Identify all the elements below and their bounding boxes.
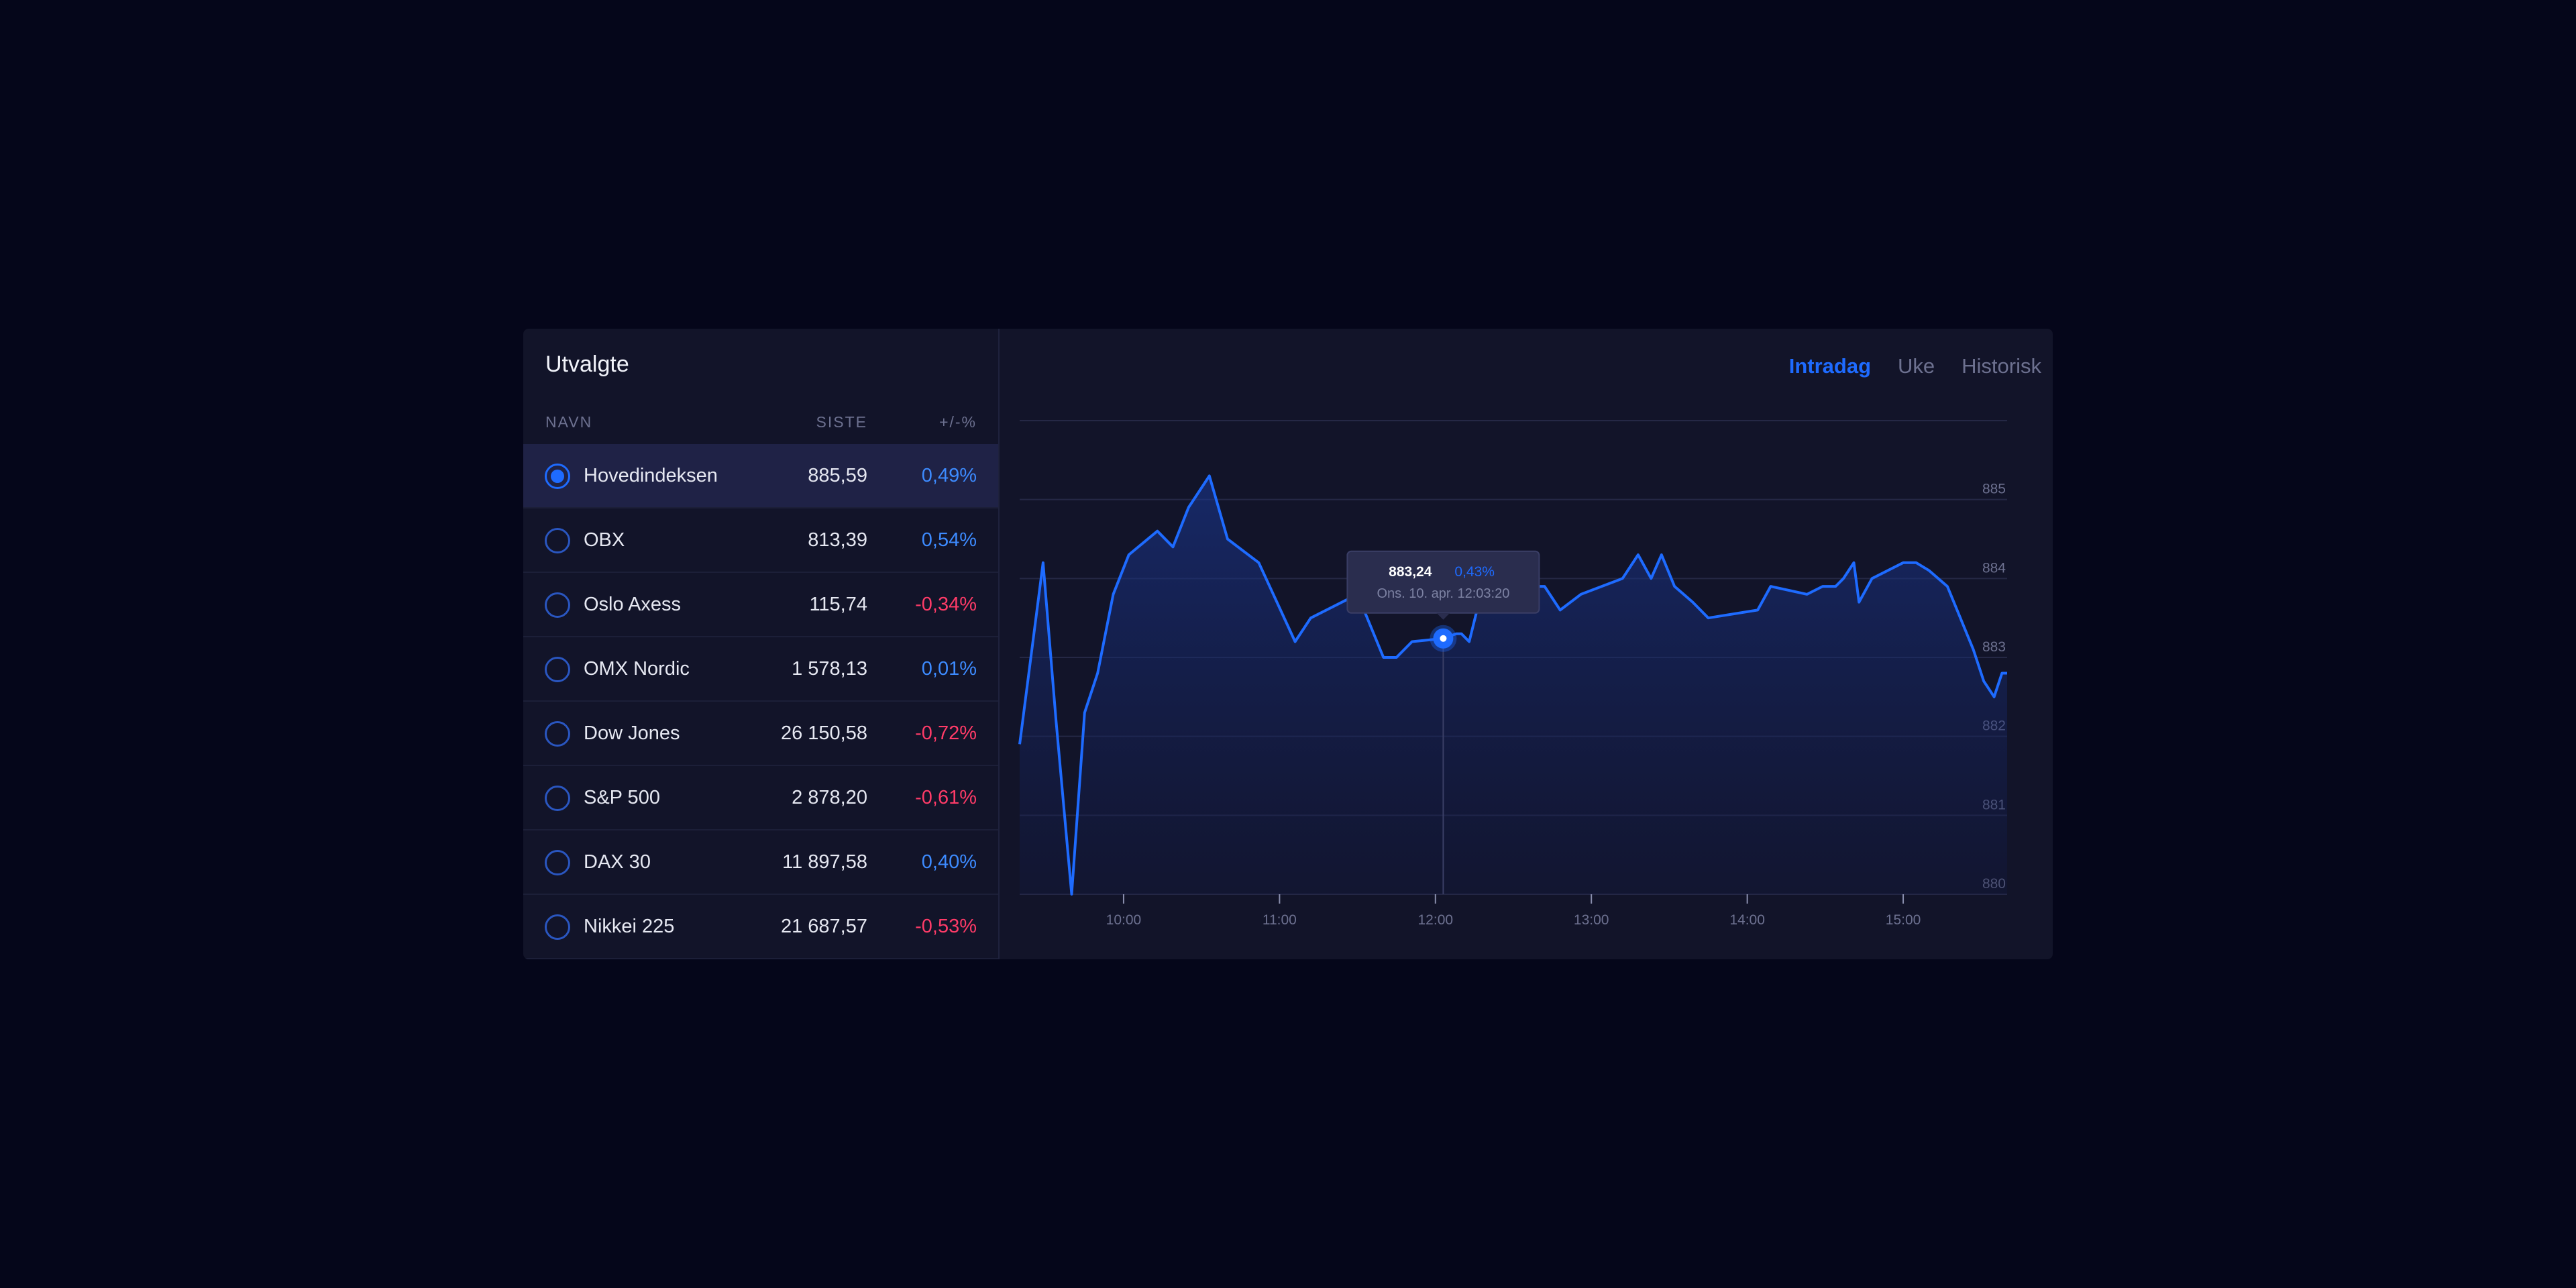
column-header-last: SISTE: [816, 413, 867, 431]
tab-historisk[interactable]: Historisk: [1962, 354, 2041, 378]
watchlist-title: Utvalgte: [545, 352, 629, 377]
row-name: Oslo Axess: [584, 594, 682, 615]
radio-button[interactable]: [545, 657, 570, 682]
row-last: 11 897,58: [782, 851, 867, 873]
row-change: 0,01%: [921, 658, 977, 680]
row-name: OBX: [584, 529, 625, 551]
x-tick-label: 10:00: [1106, 912, 1142, 928]
row-change: -0,34%: [915, 594, 977, 615]
row-change: 0,40%: [921, 851, 977, 873]
table-row[interactable]: Hovedindeksen 885,59 0,49%: [523, 444, 998, 508]
tooltip-value: 883,24: [1389, 564, 1432, 580]
radio-button[interactable]: [545, 721, 570, 747]
column-header-name: NAVN: [545, 413, 593, 431]
radio-button[interactable]: [545, 850, 570, 875]
tooltip-change: 0,43%: [1454, 564, 1495, 580]
row-name: Dow Jones: [584, 722, 680, 744]
table-row[interactable]: DAX 30 11 897,58 0,40%: [523, 830, 998, 895]
row-name: Hovedindeksen: [584, 465, 718, 486]
tab-intradag[interactable]: Intradag: [1788, 354, 1872, 378]
tab-uke[interactable]: Uke: [1898, 354, 1935, 378]
table-row[interactable]: Oslo Axess 115,74 -0,34%: [523, 573, 998, 637]
row-last: 26 150,58: [780, 722, 867, 744]
table-row[interactable]: S&P 500 2 878,20 -0,61%: [523, 766, 998, 830]
row-last: 1 578,13: [792, 658, 867, 680]
radio-button[interactable]: [545, 786, 570, 811]
table-header: NAVN SISTE +/-%: [523, 413, 998, 440]
hover-point-center: [1440, 635, 1447, 642]
x-tick-label: 13:00: [1574, 912, 1609, 928]
radio-button[interactable]: [545, 528, 570, 553]
table-row[interactable]: OBX 813,39 0,54%: [523, 508, 998, 573]
tooltip-box: [1346, 550, 1540, 614]
intraday-chart[interactable]: 88088188288388488510:0011:0012:0013:0014…: [1000, 329, 2053, 959]
row-change: -0,61%: [915, 787, 977, 808]
y-tick-label: 885: [1982, 482, 2006, 497]
watchlist-panel: Utvalgte NAVN SISTE +/-% Hovedindeksen 88…: [523, 329, 1000, 959]
row-change: 0,49%: [921, 465, 977, 486]
row-name: Nikkei 225: [584, 916, 675, 937]
area-fill: [1020, 476, 2007, 894]
row-change: -0,72%: [915, 722, 977, 744]
tooltip-pointer: [1436, 612, 1450, 620]
x-tick-label: 11:00: [1263, 912, 1297, 928]
row-last: 813,39: [808, 529, 867, 551]
row-last: 885,59: [808, 465, 867, 486]
x-tick-label: 14:00: [1729, 912, 1765, 928]
watchlist-rows: Hovedindeksen 885,59 0,49% OBX 813,39 0,54% …: [523, 444, 998, 959]
x-tick-label: 12:00: [1418, 912, 1454, 928]
row-change: 0,54%: [921, 529, 977, 551]
radio-button[interactable]: [545, 592, 570, 618]
y-tick-label: 883: [1982, 639, 2006, 655]
tooltip-timestamp: Ons. 10. apr. 12:03:20: [1377, 586, 1509, 601]
chart-panel: Intradag Uke Historisk 88088188288388488…: [1000, 329, 2053, 959]
row-name: OMX Nordic: [584, 658, 690, 680]
y-tick-label: 884: [1982, 560, 2006, 576]
table-row[interactable]: OMX Nordic 1 578,13 0,01%: [523, 637, 998, 702]
row-name: DAX 30: [584, 851, 651, 873]
table-row[interactable]: Dow Jones 26 150,58 -0,72%: [523, 702, 998, 766]
row-change: -0,53%: [915, 916, 977, 937]
radio-button[interactable]: [545, 464, 570, 489]
row-last: 21 687,57: [780, 916, 867, 937]
row-name: S&P 500: [584, 787, 660, 808]
radio-button[interactable]: [545, 914, 570, 940]
column-header-change: +/-%: [939, 413, 977, 431]
x-tick-label: 15:00: [1886, 912, 1921, 928]
row-last: 2 878,20: [792, 787, 867, 808]
period-tabs: Intradag Uke Historisk: [1789, 354, 2041, 378]
row-last: 115,74: [809, 594, 867, 615]
table-row[interactable]: Nikkei 225 21 687,57 -0,53%: [523, 895, 998, 959]
market-widget: Utvalgte NAVN SISTE +/-% Hovedindeksen 88…: [523, 329, 2053, 959]
